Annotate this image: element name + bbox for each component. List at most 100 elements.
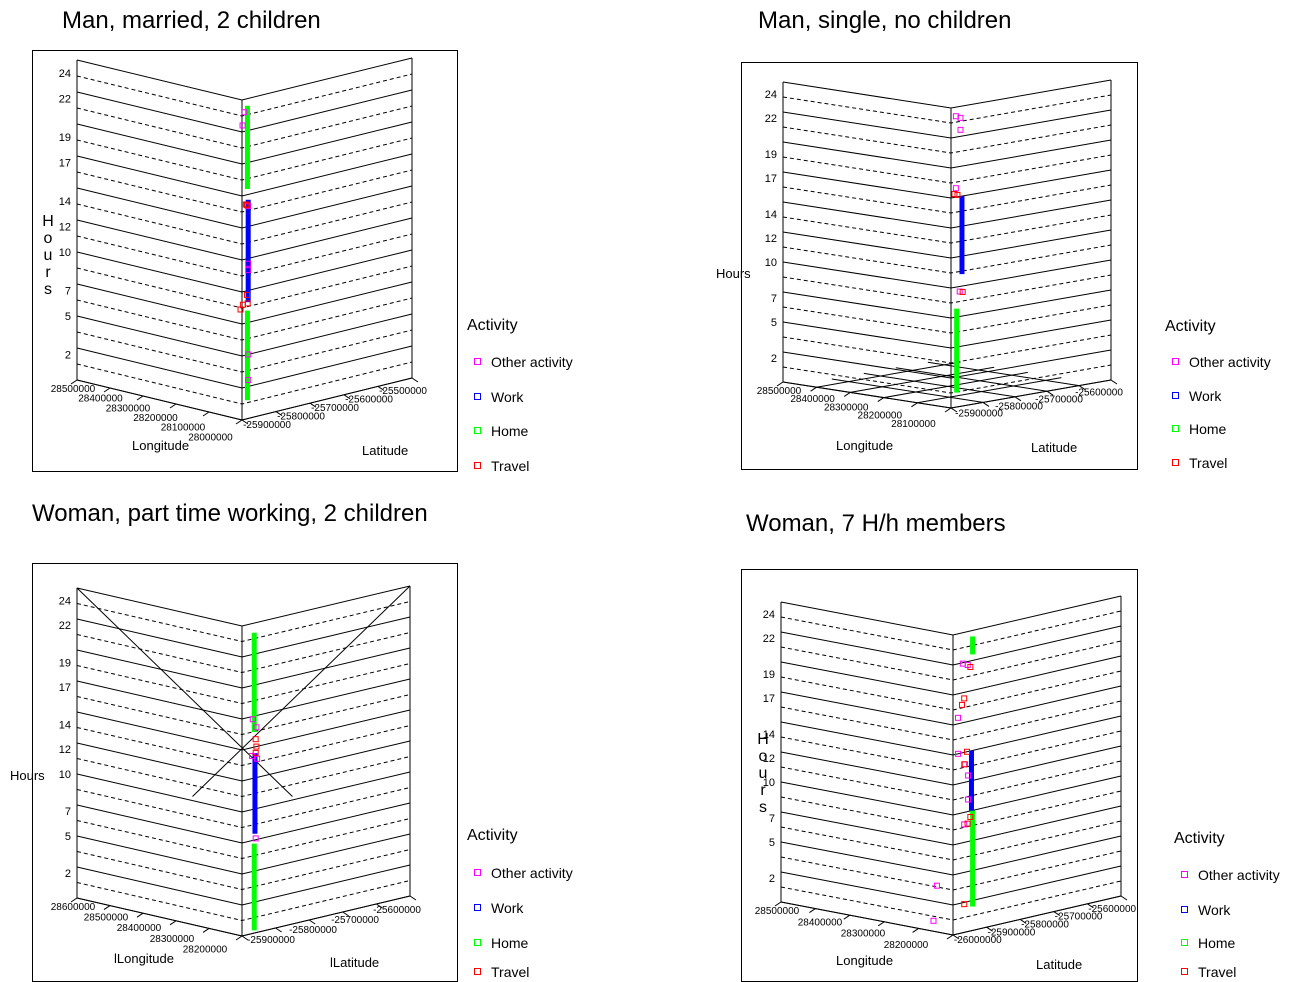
legend-swatch xyxy=(1181,905,1188,913)
x-tick-label: 28600000 xyxy=(51,902,96,913)
legend-title: Activity xyxy=(467,827,518,844)
floor-grid-line xyxy=(850,366,995,393)
legend-item-travel: Travel xyxy=(1181,964,1236,980)
data-point-travel xyxy=(967,663,974,670)
z-tick-label: 10 xyxy=(763,777,775,789)
data-point-travel xyxy=(954,191,961,198)
data-point-travel xyxy=(961,695,968,702)
floor-edge-left xyxy=(76,379,243,421)
legend-item-other: Other activity xyxy=(1181,867,1280,883)
floor-edge-left xyxy=(76,897,243,937)
legend-label: Home xyxy=(1198,935,1236,951)
chart-panel-3: 24 22 19 17 14 12 10 7 5 2 28600000285000002840000… xyxy=(32,563,458,982)
series-travel xyxy=(951,191,966,295)
legend-title: Activity xyxy=(467,317,518,334)
y-tick-mark xyxy=(309,402,317,408)
legend-label: Home xyxy=(1189,421,1227,437)
y-tick-label: -25800000 xyxy=(277,411,325,422)
z-tick-label: 22 xyxy=(59,93,71,105)
legend-label: Work xyxy=(1198,902,1231,918)
y-tick-label: -25800000 xyxy=(289,925,337,936)
legend-swatch xyxy=(1172,357,1179,365)
z-tick-label: 7 xyxy=(65,285,71,297)
data-point-travel xyxy=(959,288,966,295)
legend-item-other: Other activity xyxy=(1172,354,1271,370)
x-tick-mark xyxy=(103,905,111,911)
z-tick-label: 24 xyxy=(59,595,71,607)
z-tick-label: 2 xyxy=(65,868,71,880)
z-tick-label: 22 xyxy=(59,620,71,632)
z-tick-label: 24 xyxy=(763,609,775,621)
floor-edge-right xyxy=(950,379,1112,409)
series-other-activity xyxy=(249,716,261,842)
data-point-travel xyxy=(253,743,260,750)
z-tick-label: 10 xyxy=(765,257,777,269)
legend-label: Other activity xyxy=(491,354,573,370)
data-point-other-activity xyxy=(241,109,248,116)
y-tick-mark xyxy=(275,927,282,933)
y-tick-label: -25600000 xyxy=(1075,388,1123,399)
z-tick-label: 19 xyxy=(59,132,71,144)
x-tick-mark xyxy=(843,391,851,397)
data-point-other-activity xyxy=(933,882,940,889)
data-point-other-activity xyxy=(965,772,972,779)
z-tick-label: 17 xyxy=(59,157,71,169)
x-tick-label: 28400000 xyxy=(798,917,843,928)
data-point-other-activity xyxy=(957,114,964,121)
x-tick-label: 28500000 xyxy=(84,913,129,924)
y-tick-label: -26000000 xyxy=(954,935,1002,946)
x-tick-label: 28300000 xyxy=(106,403,151,414)
data-point-travel xyxy=(252,749,259,756)
y-tick-label: -25900000 xyxy=(243,420,291,431)
data-point-other-activity xyxy=(239,122,246,129)
y-tick-mark xyxy=(986,926,993,932)
x-tick-label: 28500000 xyxy=(51,384,96,395)
data-point-other-activity xyxy=(952,185,959,192)
legend-label: Travel xyxy=(1198,964,1237,980)
x-tick-label: 28500000 xyxy=(755,906,800,917)
legend-label: Work xyxy=(1189,388,1222,404)
x-tick-label: 28400000 xyxy=(117,923,162,934)
legend-swatch xyxy=(474,868,481,876)
z-tick-label: 7 xyxy=(771,293,777,305)
floor-grid-line xyxy=(917,377,1062,404)
y-tick-label: -25700000 xyxy=(311,403,359,414)
legend-title: Activity xyxy=(1165,318,1216,335)
legend-label: Home xyxy=(491,423,529,439)
diagonal-line xyxy=(192,585,411,797)
data-point-travel xyxy=(967,813,974,820)
y-tick-label: -25600000 xyxy=(1088,904,1136,915)
data-point-other-activity xyxy=(957,126,964,133)
floor-grid-line xyxy=(863,372,1016,398)
x-tick-mark xyxy=(169,920,177,926)
legend-swatch xyxy=(1172,458,1179,466)
data-point-travel xyxy=(244,202,251,209)
z-axis-label: Hours xyxy=(10,768,45,783)
legend-swatch xyxy=(474,967,481,975)
y-tick-mark xyxy=(1087,903,1094,909)
data-point-other-activity xyxy=(249,716,256,723)
y-axis-label: Latitude xyxy=(1036,957,1082,972)
z-tick-label: 10 xyxy=(59,247,71,259)
legend-swatch xyxy=(1172,391,1179,399)
z-tick-label: 12 xyxy=(765,233,777,245)
y-tick-mark xyxy=(275,411,283,417)
legend-label: Travel xyxy=(491,964,530,980)
y-axis-label: Latitude xyxy=(1031,440,1077,455)
data-point-other-activity xyxy=(245,377,252,384)
z-tick-label: 12 xyxy=(763,753,775,765)
floor-edge-right xyxy=(241,895,411,937)
legend-label: Other activity xyxy=(1189,354,1271,370)
y-tick-mark xyxy=(377,385,385,391)
data-point-travel xyxy=(964,748,970,755)
y-tick-mark xyxy=(409,895,417,901)
x-tick-mark xyxy=(809,908,816,914)
legend-swatch xyxy=(474,357,481,365)
y-tick-mark xyxy=(1078,385,1086,391)
legend-item-home: Home xyxy=(1181,935,1235,951)
z-tick-label: 2 xyxy=(771,353,777,365)
floor-grid-line xyxy=(816,361,961,388)
legend-swatch xyxy=(1181,938,1188,946)
x-axis-label: lLongitude xyxy=(114,951,174,966)
